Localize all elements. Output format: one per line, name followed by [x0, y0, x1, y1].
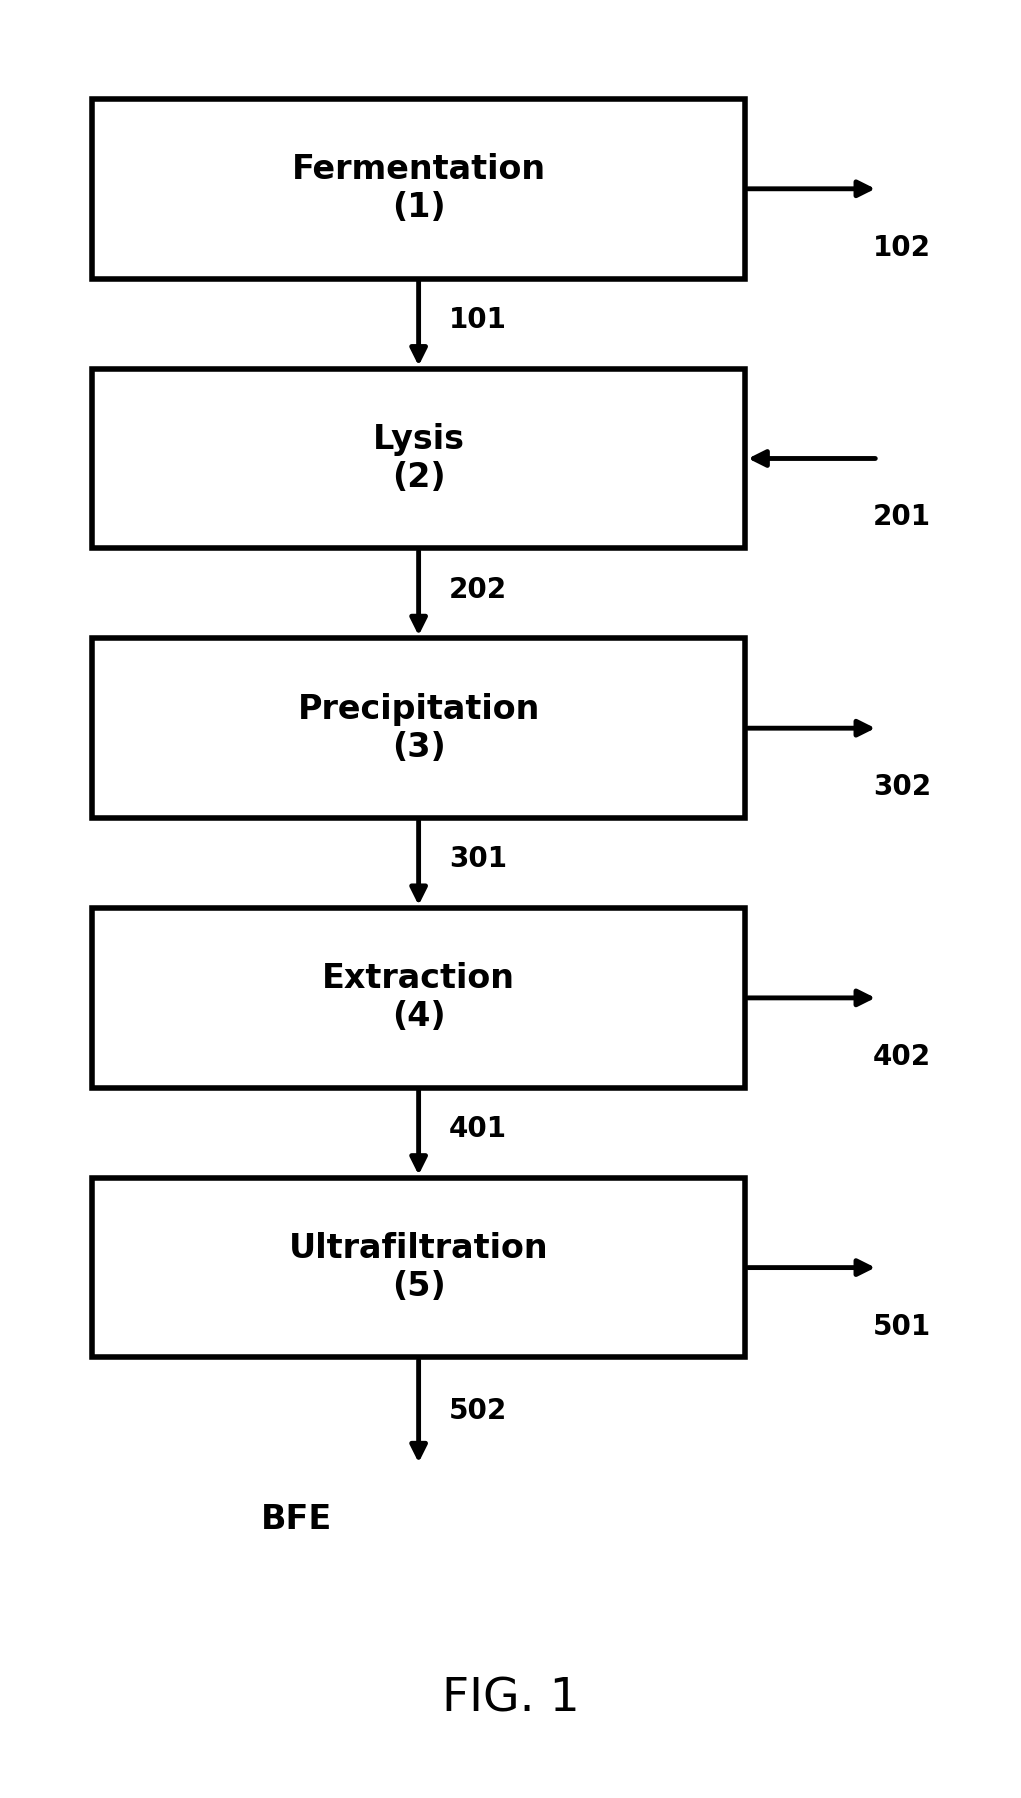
FancyBboxPatch shape — [92, 908, 745, 1088]
Text: 401: 401 — [449, 1115, 507, 1144]
Text: 501: 501 — [873, 1313, 931, 1341]
Text: FIG. 1: FIG. 1 — [442, 1676, 579, 1722]
Text: Lysis
(2): Lysis (2) — [373, 423, 465, 494]
FancyBboxPatch shape — [92, 1178, 745, 1357]
Text: 201: 201 — [873, 503, 931, 532]
Text: 402: 402 — [873, 1043, 931, 1072]
FancyBboxPatch shape — [92, 99, 745, 279]
Text: Fermentation
(1): Fermentation (1) — [292, 153, 545, 225]
FancyBboxPatch shape — [92, 638, 745, 818]
FancyBboxPatch shape — [92, 369, 745, 548]
Text: BFE: BFE — [260, 1503, 332, 1535]
Text: Extraction
(4): Extraction (4) — [322, 962, 516, 1034]
Text: 102: 102 — [873, 234, 931, 263]
Text: Precipitation
(3): Precipitation (3) — [297, 692, 540, 764]
Text: Ultrafiltration
(5): Ultrafiltration (5) — [289, 1232, 548, 1304]
Text: 101: 101 — [449, 306, 507, 334]
Text: 301: 301 — [449, 845, 507, 874]
Text: 302: 302 — [873, 773, 931, 802]
Text: 202: 202 — [449, 575, 507, 604]
Text: 502: 502 — [449, 1397, 507, 1426]
